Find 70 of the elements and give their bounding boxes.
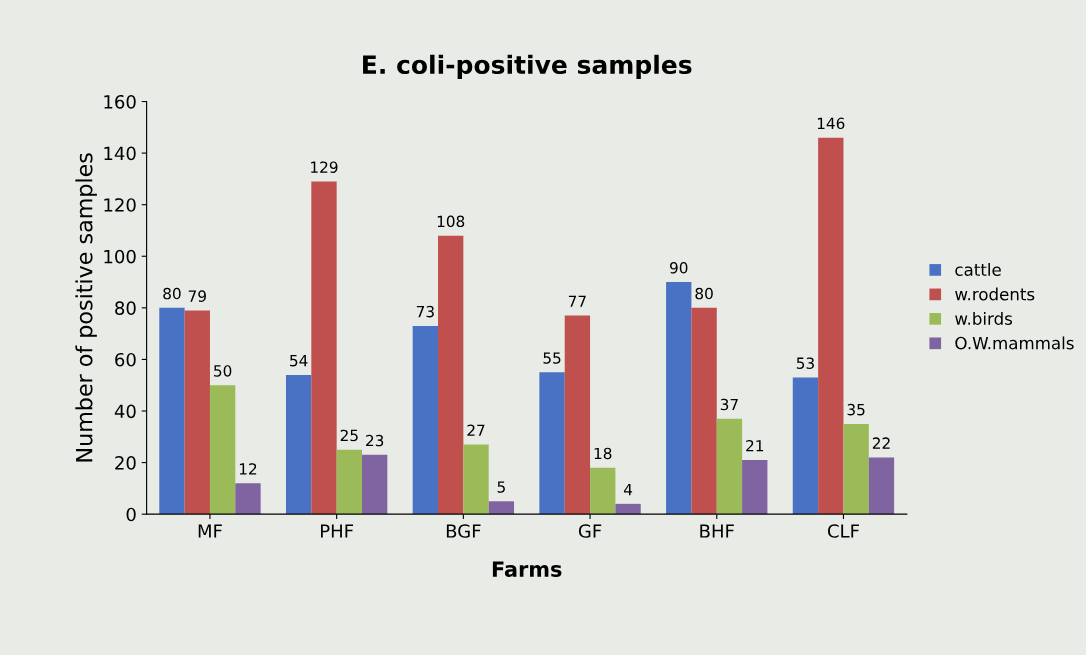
data-label: 90 <box>669 261 688 274</box>
data-label: 50 <box>214 365 232 377</box>
data-label: 35 <box>847 403 865 416</box>
bar <box>336 449 362 515</box>
bar <box>615 503 641 515</box>
bar <box>184 310 210 515</box>
bar <box>362 454 388 515</box>
bar <box>666 282 692 515</box>
y-tick-label: 80 <box>115 301 136 315</box>
bar <box>209 385 236 515</box>
y-tick-label: 40 <box>114 404 136 419</box>
y-axis-title: Number of positive samples <box>75 153 97 462</box>
y-tick-label: 0 <box>126 507 136 522</box>
data-label: 25 <box>340 429 358 442</box>
y-tick-label: 60 <box>115 352 136 367</box>
y-tick-label: 100 <box>104 249 136 264</box>
data-label: 53 <box>796 357 814 369</box>
bar <box>716 418 743 515</box>
legend-label: w.birds <box>955 312 1013 325</box>
bar <box>311 181 337 515</box>
data-label: 12 <box>239 463 257 475</box>
y-tick-label: 140 <box>104 146 136 161</box>
data-label: 79 <box>188 290 206 302</box>
bar <box>818 137 844 515</box>
y-tick-label: 20 <box>115 456 136 470</box>
data-label: 54 <box>290 355 308 367</box>
y-tick-label: 160 <box>104 94 136 109</box>
data-label: 18 <box>594 447 612 460</box>
bar <box>590 467 616 515</box>
x-axis-title: Farms <box>492 561 562 577</box>
data-label: 77 <box>568 295 586 307</box>
data-label: 21 <box>746 439 764 452</box>
bar <box>235 483 261 515</box>
data-label: 108 <box>437 215 465 228</box>
chart-title: E. coli-positive samples <box>363 54 692 79</box>
data-label: 73 <box>416 305 434 318</box>
x-tick-label: PHF <box>321 524 354 538</box>
data-label: 27 <box>467 424 485 436</box>
data-label: 80 <box>163 287 181 300</box>
legend-label: cattle <box>955 263 1001 276</box>
bar <box>539 372 565 515</box>
x-tick-label: GF <box>578 524 602 538</box>
data-label: 4 <box>623 483 633 496</box>
bar <box>488 501 515 515</box>
data-label: 22 <box>872 437 890 449</box>
x-tick-label: MF <box>198 524 222 538</box>
bar <box>285 374 312 515</box>
bar <box>438 235 464 515</box>
data-label: 80 <box>695 287 713 300</box>
data-label: 37 <box>720 398 738 411</box>
data-label: 23 <box>366 434 384 447</box>
data-label: 146 <box>817 117 845 130</box>
legend-label: O.W.mammals <box>955 336 1074 350</box>
x-tick-label: BHF <box>700 524 734 538</box>
data-label: 129 <box>311 161 338 173</box>
bar <box>742 460 768 515</box>
bar <box>843 423 869 515</box>
bar <box>691 307 717 515</box>
bar <box>564 315 591 515</box>
data-label: 5 <box>497 481 505 493</box>
x-tick-label: CLF <box>827 524 859 538</box>
y-tick-label: 120 <box>104 198 136 212</box>
legend-label: w.rodents <box>955 287 1035 301</box>
x-tick-label: BGF <box>446 524 481 538</box>
bar <box>159 307 185 515</box>
data-label: 55 <box>543 352 561 364</box>
bar <box>412 325 439 515</box>
bar <box>868 457 895 515</box>
bar <box>463 444 489 515</box>
bar <box>792 377 819 515</box>
